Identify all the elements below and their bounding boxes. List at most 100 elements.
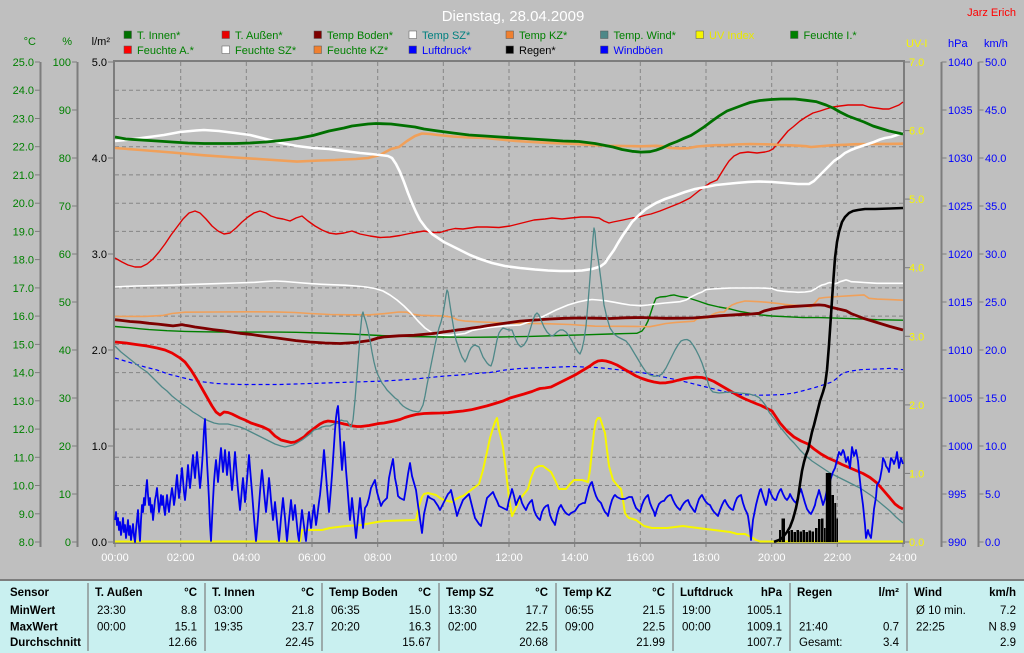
- svg-text:hPa: hPa: [948, 38, 968, 50]
- svg-text:7.2: 7.2: [1000, 605, 1016, 617]
- svg-text:24:00: 24:00: [889, 552, 917, 564]
- svg-text:1007.7: 1007.7: [747, 637, 782, 649]
- svg-text:1035: 1035: [948, 105, 972, 117]
- svg-text:21.8: 21.8: [292, 605, 314, 617]
- svg-text:4.0: 4.0: [909, 263, 924, 275]
- svg-text:l/m²: l/m²: [92, 36, 111, 48]
- svg-text:20:00: 20:00: [758, 552, 786, 564]
- svg-text:1020: 1020: [948, 249, 972, 261]
- svg-text:Dienstag, 28.04.2009: Dienstag, 28.04.2009: [442, 8, 585, 25]
- svg-text:1015: 1015: [948, 297, 972, 309]
- svg-text:T. Außen*: T. Außen*: [235, 30, 283, 42]
- svg-text:19.0: 19.0: [13, 226, 34, 238]
- svg-text:MinWert: MinWert: [10, 605, 55, 617]
- svg-text:12.0: 12.0: [13, 424, 34, 436]
- svg-text:1025: 1025: [948, 201, 972, 213]
- svg-text:0: 0: [65, 537, 71, 549]
- svg-text:Feuchte A.*: Feuchte A.*: [137, 45, 195, 57]
- svg-text:30.0: 30.0: [985, 249, 1006, 261]
- svg-text:Wind: Wind: [914, 587, 942, 599]
- svg-text:l/m²: l/m²: [879, 587, 900, 599]
- svg-text:2.9: 2.9: [1000, 637, 1016, 649]
- svg-text:0.0: 0.0: [92, 537, 107, 549]
- svg-text:19:00: 19:00: [682, 605, 711, 617]
- svg-text:20:20: 20:20: [331, 622, 360, 634]
- svg-text:T. Innen*: T. Innen*: [137, 30, 181, 42]
- svg-text:990: 990: [948, 537, 966, 549]
- svg-text:00:00: 00:00: [97, 622, 126, 634]
- svg-text:25.0: 25.0: [13, 57, 34, 69]
- svg-text:°C: °C: [535, 587, 548, 599]
- svg-text:00:00: 00:00: [101, 552, 129, 564]
- svg-text:15.0: 15.0: [985, 393, 1006, 405]
- svg-text:Regen*: Regen*: [519, 45, 556, 57]
- svg-text:1000: 1000: [948, 441, 972, 453]
- svg-text:1005.1: 1005.1: [747, 605, 782, 617]
- svg-text:Luftdruck: Luftdruck: [680, 587, 734, 599]
- svg-text:0.0: 0.0: [909, 537, 924, 549]
- svg-text:Jarz Erich: Jarz Erich: [967, 7, 1016, 19]
- svg-text:18.0: 18.0: [13, 255, 34, 267]
- svg-text:1.0: 1.0: [909, 468, 924, 480]
- svg-text:N 8.9: N 8.9: [989, 622, 1017, 634]
- svg-text:21.5: 21.5: [643, 605, 665, 617]
- svg-text:80: 80: [59, 153, 71, 165]
- svg-text:T. Außen: T. Außen: [95, 587, 143, 599]
- svg-text:hPa: hPa: [761, 587, 783, 599]
- svg-text:3.0: 3.0: [909, 331, 924, 343]
- svg-text:100: 100: [53, 57, 71, 69]
- svg-text:Ø 10 min.: Ø 10 min.: [916, 605, 966, 617]
- svg-text:6.0: 6.0: [909, 126, 924, 138]
- svg-text:21:40: 21:40: [799, 622, 828, 634]
- svg-text:18:00: 18:00: [692, 552, 720, 564]
- svg-text:06:00: 06:00: [298, 552, 326, 564]
- svg-text:20.0: 20.0: [985, 345, 1006, 357]
- svg-text:Windböen: Windböen: [614, 45, 664, 57]
- svg-text:50.0: 50.0: [985, 57, 1006, 69]
- svg-text:1030: 1030: [948, 153, 972, 165]
- svg-text:km/h: km/h: [989, 587, 1016, 599]
- svg-text:Luftdruck*: Luftdruck*: [422, 45, 472, 57]
- svg-text:16:00: 16:00: [627, 552, 655, 564]
- svg-text:Temp KZ: Temp KZ: [563, 587, 611, 599]
- svg-text:9.0: 9.0: [19, 509, 34, 521]
- svg-text:21.0: 21.0: [13, 170, 34, 182]
- svg-text:10.0: 10.0: [985, 441, 1006, 453]
- svg-text:Temp Boden*: Temp Boden*: [327, 30, 394, 42]
- svg-text:UV Index: UV Index: [709, 30, 755, 42]
- svg-text:Sensor: Sensor: [10, 587, 50, 599]
- svg-text:1009.1: 1009.1: [747, 622, 782, 634]
- svg-text:Feuchte KZ*: Feuchte KZ*: [327, 45, 389, 57]
- svg-text:15.67: 15.67: [402, 637, 431, 649]
- svg-text:0.7: 0.7: [883, 622, 899, 634]
- svg-text:02:00: 02:00: [448, 622, 477, 634]
- svg-text:17.7: 17.7: [526, 605, 548, 617]
- svg-text:22.5: 22.5: [526, 622, 548, 634]
- svg-text:35.0: 35.0: [985, 201, 1006, 213]
- svg-text:06:55: 06:55: [565, 605, 594, 617]
- svg-text:22:25: 22:25: [916, 622, 945, 634]
- svg-text:5.0: 5.0: [985, 489, 1000, 501]
- svg-text:2.0: 2.0: [92, 345, 107, 357]
- svg-text:23:30: 23:30: [97, 605, 126, 617]
- svg-text:Regen: Regen: [797, 587, 832, 599]
- svg-text:10.0: 10.0: [13, 481, 34, 493]
- svg-text:21.99: 21.99: [636, 637, 665, 649]
- svg-text:°C: °C: [652, 587, 665, 599]
- svg-text:22.5: 22.5: [643, 622, 665, 634]
- svg-text:22.0: 22.0: [13, 142, 34, 154]
- svg-text:10: 10: [59, 489, 71, 501]
- svg-text:Temp. Wind*: Temp. Wind*: [614, 30, 677, 42]
- svg-text:995: 995: [948, 489, 966, 501]
- svg-text:06:35: 06:35: [331, 605, 360, 617]
- svg-text:45.0: 45.0: [985, 105, 1006, 117]
- svg-text:Feuchte SZ*: Feuchte SZ*: [235, 45, 297, 57]
- svg-text:22.45: 22.45: [285, 637, 314, 649]
- svg-text:24.0: 24.0: [13, 85, 34, 97]
- svg-text:14:00: 14:00: [561, 552, 589, 564]
- svg-text:04:00: 04:00: [233, 552, 261, 564]
- svg-text:4.0: 4.0: [92, 153, 107, 165]
- svg-text:Durchschnitt: Durchschnitt: [10, 637, 81, 649]
- svg-text:Temp SZ*: Temp SZ*: [422, 30, 471, 42]
- svg-text:60: 60: [59, 249, 71, 261]
